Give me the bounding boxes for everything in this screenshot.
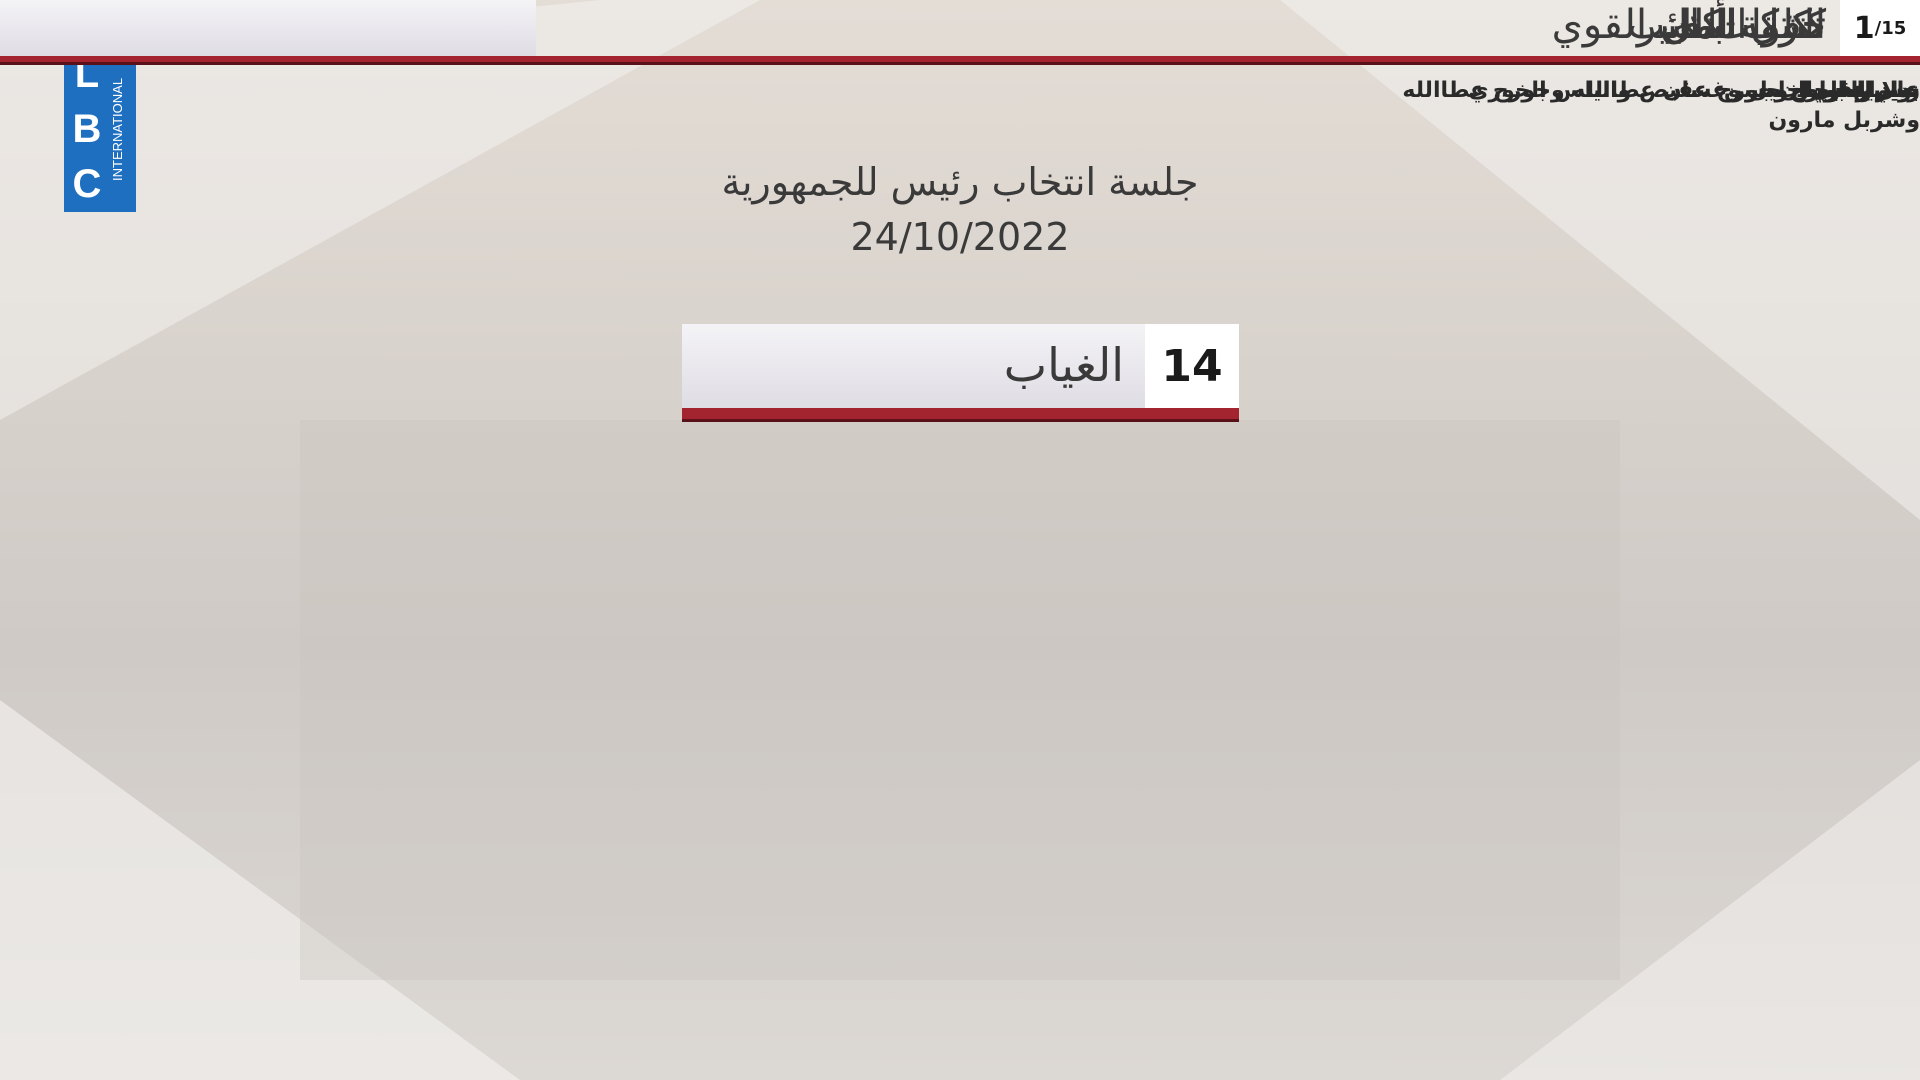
bloc-members: علي عسيران: [1779, 78, 1920, 103]
total-count: 14: [1145, 324, 1239, 408]
bloc-name: تكتل التغيير: [1636, 2, 1826, 48]
bloc-total: /15: [1874, 17, 1907, 39]
bloc-members: زياد الحواط وجورج عقيص والياس الخوري: [1468, 78, 1920, 103]
logo-letter: C: [72, 162, 102, 206]
total-bar: [682, 408, 1239, 422]
bloc-count: 1: [1853, 10, 1875, 46]
bloc-members: نديم الجميل: [1790, 78, 1920, 103]
bloc-name: حركة أمل: [1663, 2, 1826, 48]
bloc-name: كتلة الكتائب: [1627, 2, 1826, 48]
title: جلسة انتخاب رئيس للجمهورية: [721, 160, 1199, 204]
bloc-name: تكتل لبنان القوي: [1551, 2, 1826, 48]
total-panel: 14 الغياب: [682, 324, 1239, 422]
logo-subtitle: INTERNATIONAL: [110, 77, 125, 182]
bloc-name: حزب الله: [1670, 2, 1826, 48]
bloc-members: بولا يعقوبيان: [1779, 78, 1920, 103]
logo-letter: B: [72, 107, 102, 151]
bloc: 1/15 حركة أمل علي عسيران: [0, 0, 1920, 660]
bloc-box: [0, 0, 536, 56]
bloc-members: سيزار ابي خليل وغسان عطاالله وجورج عطاال…: [1402, 78, 1920, 133]
bloc-count-cell: 1/15: [1840, 0, 1920, 56]
date: 24/10/2022: [850, 215, 1070, 259]
bloc-name: القوات: [1713, 2, 1826, 48]
bloc-bar: [0, 56, 1920, 65]
total-label: الغياب: [1003, 338, 1124, 392]
bloc-members: حسين الحاج حسن: [1723, 78, 1920, 103]
